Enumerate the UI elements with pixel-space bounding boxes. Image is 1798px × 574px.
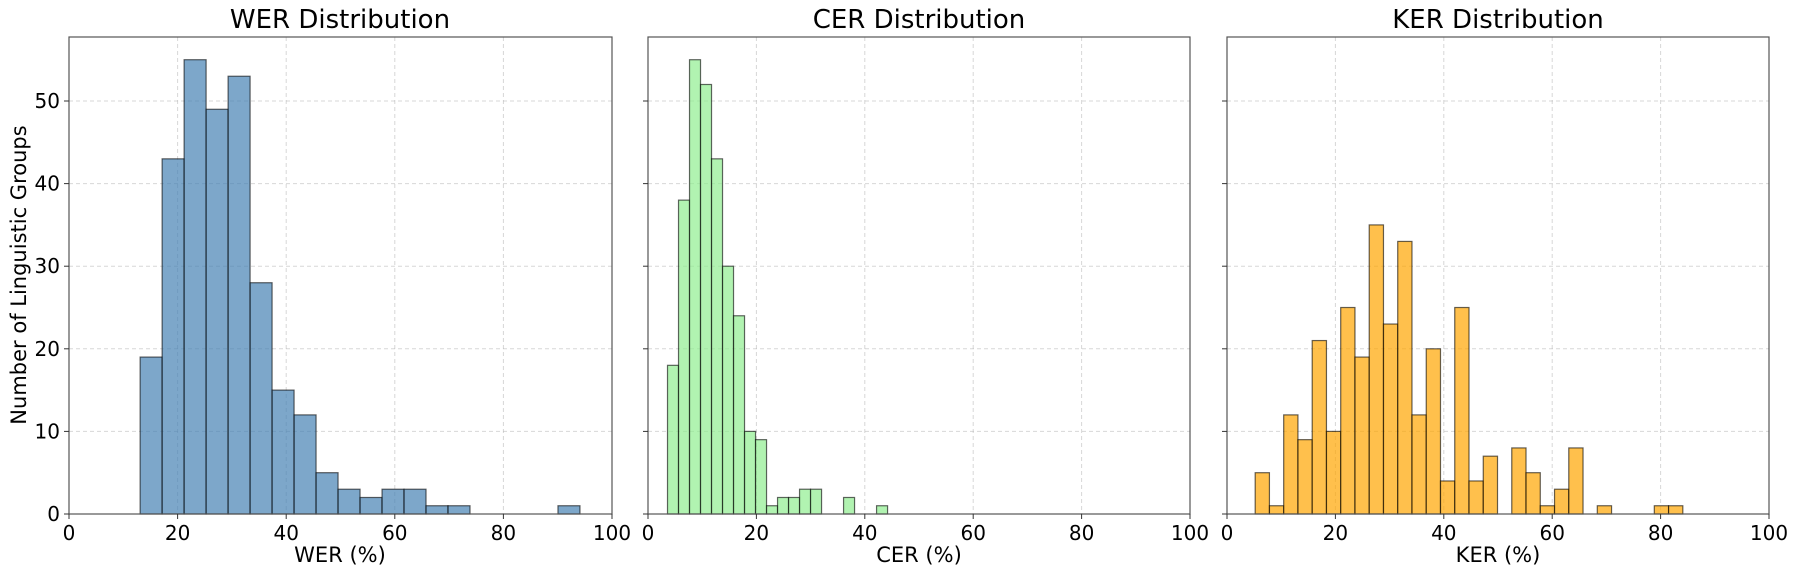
ker-bar xyxy=(1283,414,1299,515)
wer-bar xyxy=(139,356,163,515)
wer-x-axis-label: WER (%) xyxy=(294,543,386,567)
wer-bar xyxy=(293,414,317,515)
ker-bar xyxy=(1553,488,1570,515)
ker-bar xyxy=(1653,505,1670,515)
cer-bar xyxy=(875,505,889,515)
ker-bar xyxy=(1325,430,1342,515)
ker-bar xyxy=(1482,455,1499,515)
cer-bar xyxy=(842,496,856,515)
cer-bar xyxy=(754,439,768,515)
ker-bar xyxy=(1667,505,1684,515)
cer-x-tick-label: 0 xyxy=(642,521,655,545)
cer-x-axis-label: CER (%) xyxy=(876,543,962,567)
wer-x-tick-label: 100 xyxy=(593,521,631,545)
wer-bar xyxy=(315,472,339,515)
ker-x-tick-label: 100 xyxy=(1750,521,1788,545)
wer-axes-frame xyxy=(68,36,613,515)
wer-x-tick-label: 0 xyxy=(63,521,76,545)
cer-chart-title: CER Distribution xyxy=(813,5,1026,35)
ker-bar xyxy=(1454,306,1470,515)
ker-x-tick-label: 0 xyxy=(1221,521,1234,545)
cer-bar xyxy=(677,199,691,515)
ker-bar xyxy=(1268,505,1285,515)
wer-bar xyxy=(403,488,427,515)
wer-bar xyxy=(447,505,471,515)
wer-bar xyxy=(337,488,361,515)
cer-bar xyxy=(798,488,812,515)
cer-bar xyxy=(699,83,713,515)
cer-x-tick-label: 80 xyxy=(1069,521,1094,545)
ker-x-tick-label: 20 xyxy=(1323,521,1348,545)
cer-bar xyxy=(688,59,702,515)
wer-bar xyxy=(205,108,229,515)
wer-bar xyxy=(381,488,405,515)
y-axis-label: Number of Linguistic Groups xyxy=(7,125,31,424)
ker-bar xyxy=(1511,447,1527,515)
ker-axes-frame xyxy=(1226,36,1770,515)
ker-bar xyxy=(1340,306,1356,515)
ker-bar xyxy=(1539,505,1556,515)
ker-bar xyxy=(1525,472,1541,515)
y-tick-label: 30 xyxy=(35,254,60,278)
cer-axes-frame xyxy=(647,36,1191,515)
cer-x-tick-label: 40 xyxy=(852,521,877,545)
wer-x-tick-label: 20 xyxy=(165,521,190,545)
wer-bar xyxy=(227,75,251,515)
y-tick-label: 10 xyxy=(35,419,60,443)
wer-x-tick-label: 80 xyxy=(491,521,516,545)
ker-bar xyxy=(1596,505,1613,515)
cer-x-tick-label: 100 xyxy=(1171,521,1209,545)
cer-bar xyxy=(721,265,735,515)
ker-bar xyxy=(1425,348,1442,515)
cer-bar xyxy=(809,488,823,515)
wer-x-tick-label: 60 xyxy=(382,521,407,545)
y-tick-label: 0 xyxy=(47,502,60,526)
ker-bar xyxy=(1411,414,1427,515)
ker-bar xyxy=(1254,472,1271,515)
cer-bar xyxy=(765,505,779,515)
cer-bar xyxy=(776,496,790,515)
y-tick-label: 20 xyxy=(35,337,60,361)
wer-bar xyxy=(161,158,185,515)
wer-bar xyxy=(359,496,383,515)
ker-x-tick-label: 60 xyxy=(1539,521,1564,545)
ker-bar xyxy=(1468,480,1484,515)
ker-bar xyxy=(1354,356,1370,515)
wer-bar xyxy=(271,389,295,515)
cer-x-tick-label: 20 xyxy=(744,521,769,545)
ker-bar xyxy=(1568,447,1584,515)
ker-bar xyxy=(1311,339,1328,515)
ker-x-axis-label: KER (%) xyxy=(1456,543,1541,567)
cer-bar xyxy=(666,364,680,515)
wer-bar xyxy=(425,505,449,515)
ker-x-tick-label: 40 xyxy=(1431,521,1456,545)
cer-bar xyxy=(787,496,801,515)
cer-bar xyxy=(710,158,724,515)
y-tick-label: 40 xyxy=(35,172,60,196)
wer-histogram-panel: WER Distribution WER (%) 0 20 40 60 80 100 0 10… xyxy=(35,5,632,567)
cer-bar xyxy=(743,430,757,515)
ker-bar xyxy=(1397,240,1413,515)
wer-bar xyxy=(183,59,207,515)
ker-bar xyxy=(1297,439,1313,515)
wer-chart-title: WER Distribution xyxy=(230,5,450,35)
ker-bar xyxy=(1439,480,1456,515)
y-tick-label: 50 xyxy=(35,89,60,113)
wer-bar xyxy=(557,505,581,515)
cer-histogram-panel: CER Distribution CER (%) 0 20 40 60 80 100 xyxy=(642,5,1209,567)
ker-x-tick-label: 80 xyxy=(1648,521,1673,545)
cer-bar xyxy=(732,315,746,515)
wer-bar xyxy=(249,282,273,515)
ker-histogram-panel: KER Distribution KER (%) 0 20 40 60 80 100 xyxy=(1221,5,1788,567)
ker-chart-title: KER Distribution xyxy=(1392,5,1604,35)
wer-x-tick-label: 40 xyxy=(273,521,298,545)
ker-bar xyxy=(1382,323,1399,515)
cer-x-tick-label: 60 xyxy=(960,521,985,545)
ker-bar xyxy=(1368,224,1385,515)
